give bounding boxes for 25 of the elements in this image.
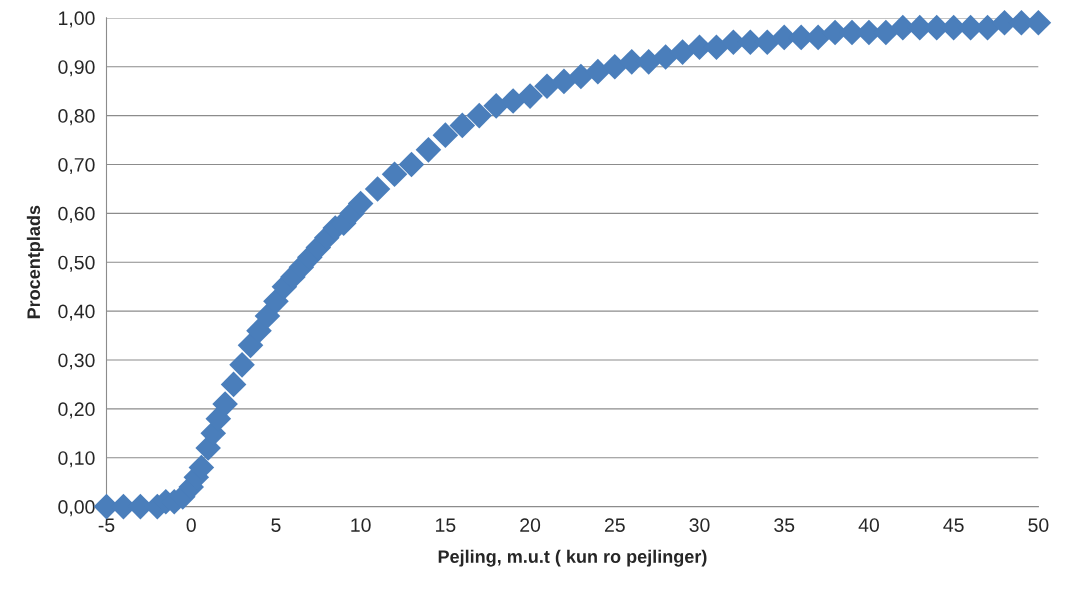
x-tick-label: 0: [186, 518, 196, 532]
y-tick-label: 0,40: [58, 304, 95, 321]
y-tick-label: 0,20: [58, 402, 95, 419]
y-tick-label: 0,80: [58, 109, 95, 126]
y-tick-label: 0,00: [58, 500, 95, 517]
x-axis-title: Pejling, m.u.t ( kun ro pejlinger): [438, 549, 707, 567]
x-tick-label: 40: [858, 518, 879, 532]
x-tick-label: 25: [604, 518, 625, 532]
x-tick-label: 15: [436, 518, 456, 532]
x-tick-label: 35: [774, 518, 795, 532]
x-tick-label: 10: [351, 518, 371, 532]
y-tick-label: 0,30: [58, 353, 95, 370]
x-tick-label: 30: [689, 518, 710, 532]
x-tick-label: -5: [98, 518, 115, 532]
x-tick-label: 20: [520, 518, 541, 532]
x-tick-label: 5: [271, 518, 281, 532]
y-tick-label: 0,60: [58, 206, 95, 223]
y-tick-label: 0,90: [58, 60, 95, 77]
y-tick-label: 0,70: [58, 157, 95, 175]
y-axis-title: Procentplads: [26, 205, 44, 319]
x-tick-label: 50: [1028, 518, 1049, 532]
y-tick-label: 0,10: [58, 451, 95, 468]
y-tick-label: 1,00: [59, 11, 95, 28]
y-tick-label: 0,50: [58, 255, 95, 272]
x-tick-label: 45: [943, 518, 964, 532]
